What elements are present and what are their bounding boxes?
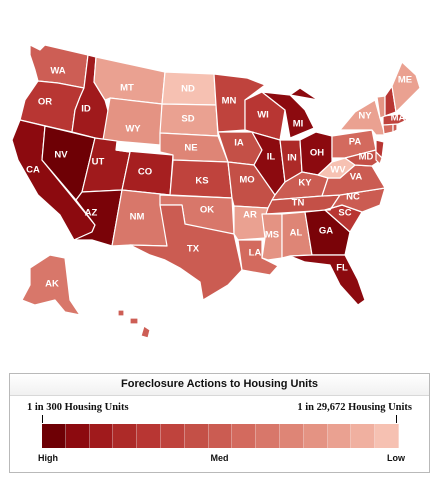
state-label-IL: IL xyxy=(267,152,276,163)
legend-high-label: High xyxy=(38,453,58,463)
state-label-IA: IA xyxy=(234,138,244,149)
state-label-WI: WI xyxy=(257,110,269,121)
legend-tick-left xyxy=(42,415,43,423)
state-label-PA: PA xyxy=(349,137,362,148)
state-ME[interactable] xyxy=(391,61,421,113)
state-label-NV: NV xyxy=(54,150,68,161)
state-label-MD: MD xyxy=(359,152,374,163)
state-label-AZ: AZ xyxy=(85,208,98,219)
state-label-GA: GA xyxy=(319,226,333,237)
state-GA[interactable] xyxy=(304,209,351,256)
state-FL[interactable] xyxy=(289,254,366,306)
legend-swatch xyxy=(137,424,161,448)
state-label-TX: TX xyxy=(187,244,200,255)
state-label-AK: AK xyxy=(45,279,59,290)
state-label-TN: TN xyxy=(292,198,305,209)
state-label-OH: OH xyxy=(310,148,324,159)
state-label-WA: WA xyxy=(50,66,65,77)
state-MI[interactable] xyxy=(261,87,319,139)
legend-swatch xyxy=(351,424,376,448)
state-label-IN: IN xyxy=(287,153,297,164)
state-label-MS: MS xyxy=(265,230,279,241)
state-label-FL: FL xyxy=(336,263,348,274)
state-label-OR: OR xyxy=(38,97,52,108)
state-WY[interactable] xyxy=(102,97,163,146)
legend-tick-right xyxy=(396,415,397,423)
state-label-SD: SD xyxy=(181,114,194,125)
state-label-LA: LA xyxy=(249,248,262,259)
state-label-VA: VA xyxy=(350,172,363,183)
state-RI[interactable] xyxy=(392,123,398,133)
state-label-ME: ME xyxy=(398,75,412,86)
state-label-CO: CO xyxy=(138,167,152,178)
state-MD[interactable] xyxy=(344,149,379,167)
state-label-NE: NE xyxy=(184,143,197,154)
state-label-CA: CA xyxy=(26,165,40,176)
state-label-WV: WV xyxy=(330,165,346,176)
state-label-NC: NC xyxy=(346,192,360,203)
state-AR[interactable] xyxy=(233,205,269,241)
state-LA[interactable] xyxy=(237,239,279,276)
state-label-NM: NM xyxy=(130,212,145,223)
state-MT[interactable] xyxy=(93,56,166,105)
state-label-ID: ID xyxy=(81,104,91,115)
legend-swatch xyxy=(375,424,399,448)
state-MA[interactable] xyxy=(382,113,408,126)
state-label-KS: KS xyxy=(195,176,208,187)
state-label-WY: WY xyxy=(125,124,141,135)
us-states-map: WA OR CA ID NV MT WY UT AZ CO NM ND SD N… xyxy=(11,44,421,339)
legend-swatch xyxy=(42,424,66,448)
legend-swatch xyxy=(208,424,233,448)
legend-swatch xyxy=(279,424,304,448)
legend-swatch xyxy=(327,424,352,448)
legend-med-label: Med xyxy=(210,453,229,463)
legend-color-scale xyxy=(42,424,399,448)
state-label-ND: ND xyxy=(181,84,195,95)
state-label-MA: MA xyxy=(391,113,406,124)
legend-swatch xyxy=(303,424,328,448)
state-label-MI: MI xyxy=(293,119,304,130)
legend-swatch xyxy=(65,424,90,448)
state-label-OK: OK xyxy=(200,205,214,216)
state-label-MT: MT xyxy=(120,83,134,94)
state-label-AR: AR xyxy=(243,210,257,221)
state-HI[interactable] xyxy=(117,309,151,339)
state-AK[interactable] xyxy=(21,254,81,316)
state-label-UT: UT xyxy=(92,157,105,168)
state-label-SC: SC xyxy=(338,208,351,219)
legend-swatch xyxy=(232,424,257,448)
legend-title: Foreclosure Actions to Housing Units xyxy=(10,374,429,396)
legend-swatch xyxy=(256,424,280,448)
legend-swatch xyxy=(89,424,114,448)
legend-swatch xyxy=(113,424,138,448)
state-label-MO: MO xyxy=(239,175,254,186)
legend-swatch xyxy=(160,424,185,448)
state-label-MN: MN xyxy=(222,96,237,107)
state-TX[interactable] xyxy=(129,204,243,301)
state-label-AL: AL xyxy=(290,228,303,239)
legend-swatch xyxy=(184,424,209,448)
legend-range-high-label: 1 in 300 Housing Units xyxy=(27,402,129,413)
state-label-NY: NY xyxy=(358,111,372,122)
legend-range-low-label: 1 in 29,672 Housing Units xyxy=(297,402,412,413)
state-label-KY: KY xyxy=(298,178,312,189)
legend-low-label: Low xyxy=(387,453,405,463)
state-NY[interactable] xyxy=(339,99,386,136)
map-legend: Foreclosure Actions to Housing Units 1 i… xyxy=(9,373,430,473)
state-DE[interactable] xyxy=(375,151,383,165)
